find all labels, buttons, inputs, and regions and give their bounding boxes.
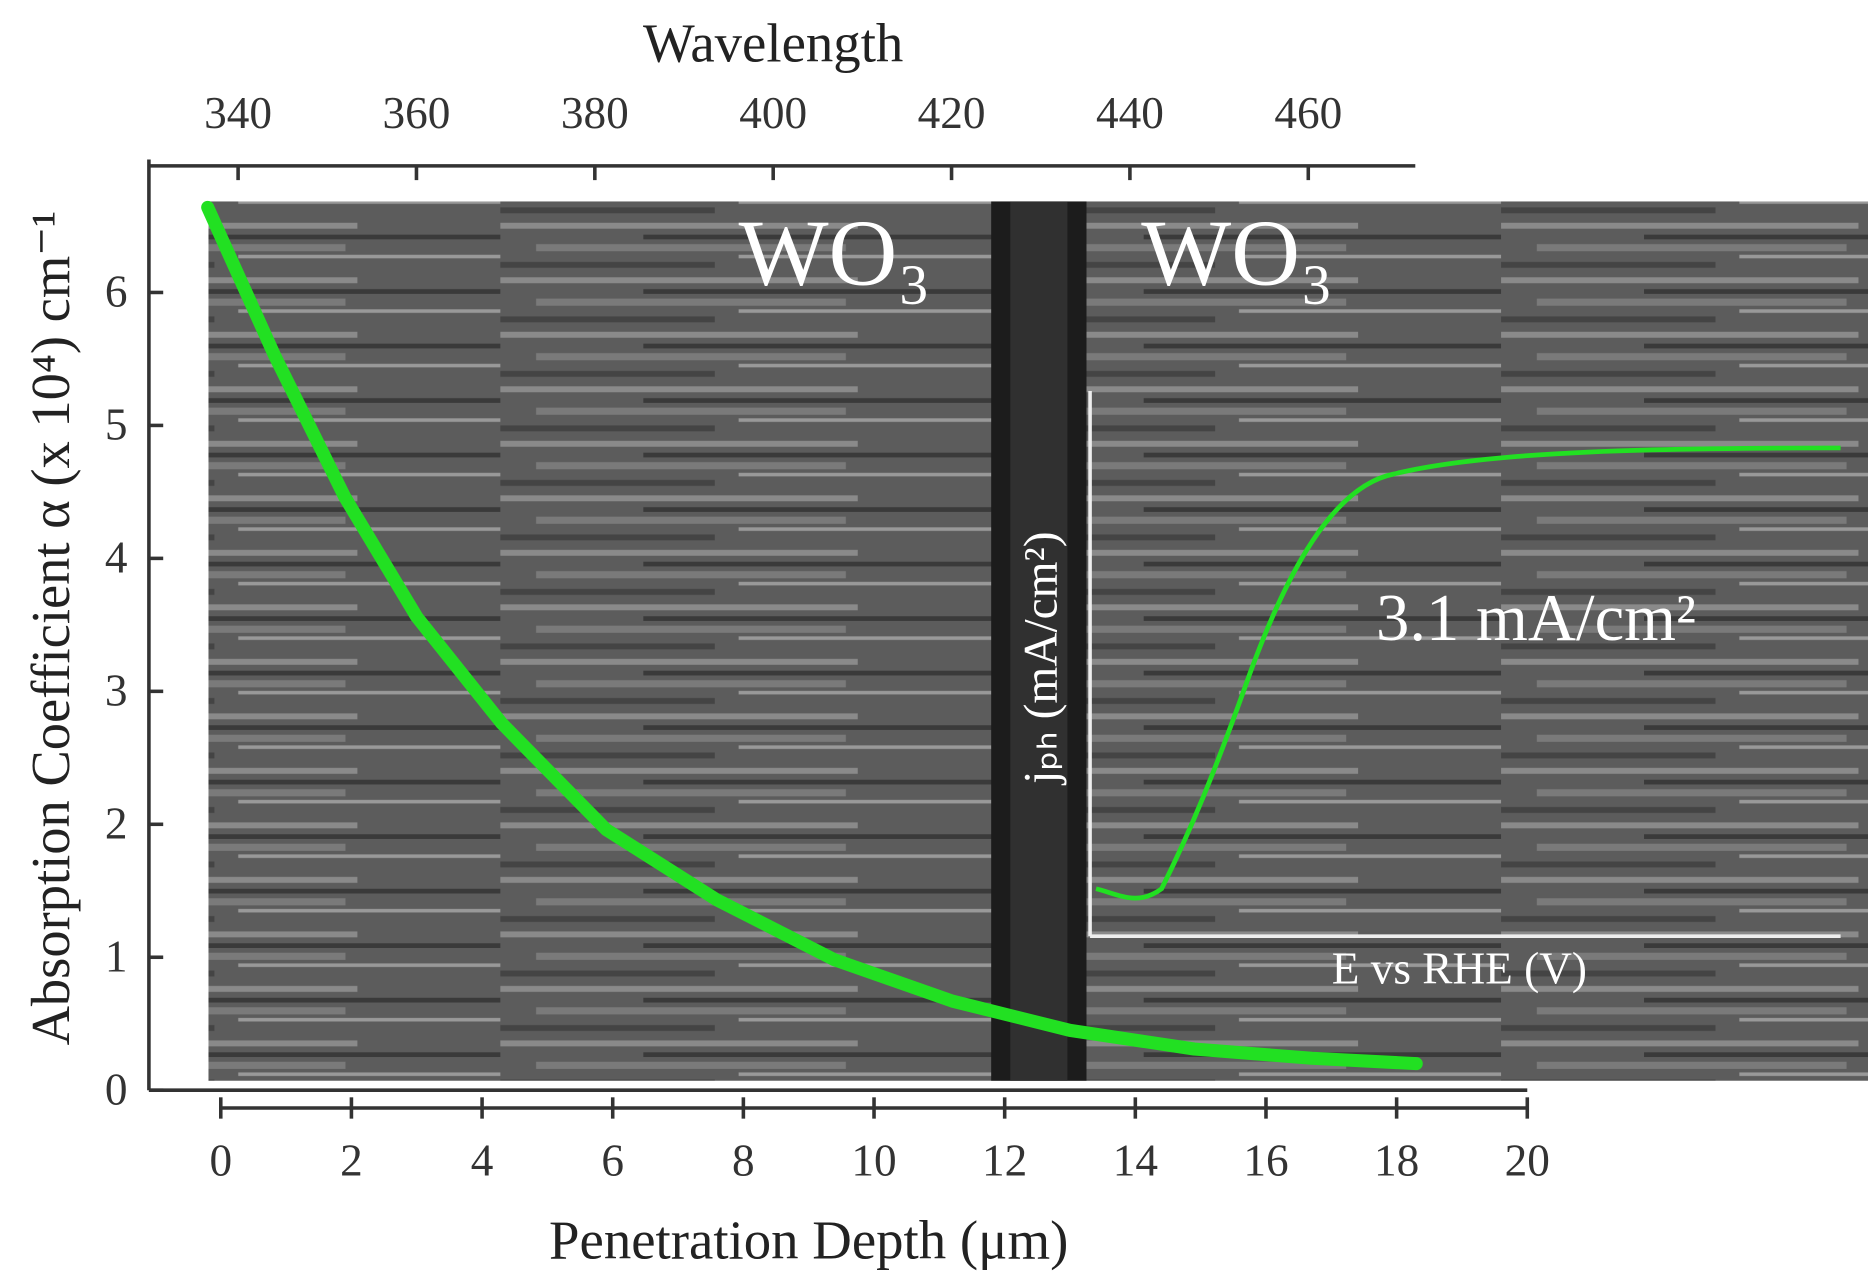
inset-y-label: jₚₕ (mA/cm²) xyxy=(1016,531,1068,785)
material-label: WO₃ xyxy=(1141,200,1333,306)
sem-gap-core xyxy=(1010,201,1068,1081)
x2-axis-label: Wavelength xyxy=(643,13,903,74)
current-annotation: 3.1 mA/cm² xyxy=(1376,582,1696,655)
inset-curve xyxy=(1095,445,1841,901)
data-line xyxy=(201,200,1423,1071)
x2-tick-label: 380 xyxy=(561,88,629,138)
x-tick-label: 18 xyxy=(1374,1136,1419,1186)
x-tick-label: 14 xyxy=(1113,1136,1158,1186)
x2-tick-label: 400 xyxy=(739,88,807,138)
x-axis-label: Penetration Depth (μm) xyxy=(549,1210,1068,1271)
y-tick-label: 1 xyxy=(105,932,128,982)
inset-x-label: E vs RHE (V) xyxy=(1332,944,1587,994)
x2-tick-label: 420 xyxy=(918,88,986,138)
x2-tick-label: 440 xyxy=(1096,88,1164,138)
x2-tick-label: 360 xyxy=(383,88,451,138)
x-tick-label: 2 xyxy=(340,1136,363,1186)
x-tick-label: 16 xyxy=(1243,1136,1288,1186)
x-tick-label: 20 xyxy=(1505,1136,1550,1186)
x-tick-label: 6 xyxy=(601,1136,624,1186)
inset xyxy=(1088,391,1841,938)
x-tick-label: 0 xyxy=(209,1136,232,1186)
material-label: WO₃ xyxy=(739,200,931,306)
y-tick-label: 5 xyxy=(105,400,128,450)
x-tick-label: 8 xyxy=(732,1136,755,1186)
x2-tick-label: 340 xyxy=(204,88,272,138)
x-tick-label: 4 xyxy=(471,1136,494,1186)
y-tick-label: 6 xyxy=(105,267,128,317)
y-axis-label: Absorption Coefficient α (x 10⁴) cm⁻¹ xyxy=(20,211,81,1046)
y-tick-label: 3 xyxy=(105,666,128,716)
y-tick-label: 0 xyxy=(105,1065,128,1115)
x-tick-label: 10 xyxy=(851,1136,896,1186)
x-tick-label: 12 xyxy=(982,1136,1027,1186)
y-tick-label: 4 xyxy=(105,533,128,583)
y-tick-label: 2 xyxy=(105,799,128,849)
x2-tick-label: 460 xyxy=(1274,88,1342,138)
